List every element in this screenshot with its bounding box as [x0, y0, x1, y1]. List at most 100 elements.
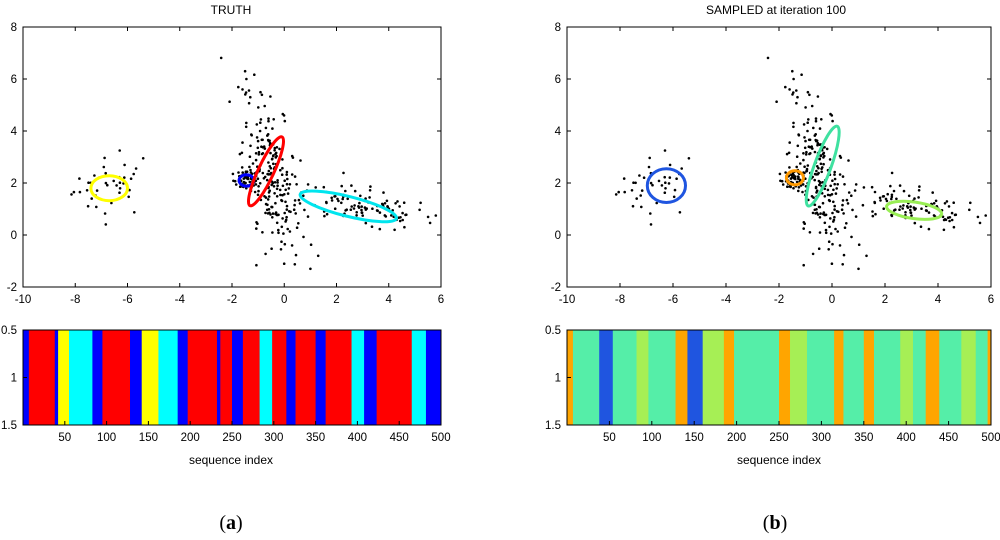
data-point: [357, 205, 360, 208]
data-point: [675, 177, 678, 180]
data-point: [134, 167, 138, 170]
data-point: [649, 223, 653, 226]
x-tick-label: -8: [70, 294, 80, 306]
sequence-segment: [843, 330, 865, 425]
data-point: [822, 151, 826, 155]
data-point: [824, 231, 828, 235]
cluster-ellipse-red: [246, 135, 286, 208]
data-point: [261, 171, 265, 175]
data-point: [264, 252, 267, 256]
data-point: [878, 196, 882, 200]
data-point: [838, 154, 842, 158]
data-point: [255, 136, 259, 139]
data-point: [885, 199, 889, 203]
data-point: [281, 193, 284, 197]
data-point: [390, 214, 393, 217]
data-point: [104, 181, 108, 185]
data-point: [261, 231, 264, 234]
data-point: [801, 183, 805, 186]
data-point: [398, 205, 401, 208]
data-point: [801, 190, 804, 194]
data-point: [823, 221, 827, 225]
data-point: [263, 147, 267, 150]
data-point: [660, 184, 664, 187]
panel-label-a: (a): [219, 512, 242, 534]
data-point: [266, 203, 269, 207]
data-point: [828, 158, 832, 161]
data-point: [648, 156, 651, 160]
sequence-ticks: 50 100 150 200 250 300 350 400 450 500 0.5 1 1.5: [545, 325, 1000, 444]
sequence-segment: [648, 330, 676, 425]
seq-x-tick-label: 100: [97, 432, 116, 444]
data-point: [78, 190, 82, 194]
data-point: [879, 199, 882, 202]
seq-y-tick-label: 0.5: [1, 325, 17, 337]
data-point: [664, 187, 667, 190]
data-point: [804, 153, 808, 156]
data-point: [766, 56, 770, 60]
data-point: [285, 170, 289, 174]
data-point: [663, 175, 666, 179]
data-point: [244, 170, 248, 173]
data-point: [806, 164, 810, 167]
sequence-segment: [232, 330, 244, 425]
sequence-segment: [675, 330, 688, 425]
data-point: [832, 188, 835, 192]
data-point: [259, 121, 262, 124]
data-point: [803, 136, 806, 139]
x-tick-label: -10: [559, 294, 576, 306]
data-point: [785, 152, 789, 156]
data-point: [854, 183, 858, 186]
sequence-segment: [141, 330, 159, 425]
data-point: [249, 168, 252, 172]
data-point: [231, 172, 235, 176]
data-point: [931, 191, 934, 194]
data-point: [816, 95, 820, 98]
data-point: [269, 151, 272, 155]
data-point: [829, 232, 833, 235]
data-point: [268, 165, 272, 168]
data-point: [827, 198, 831, 202]
data-point: [871, 214, 875, 218]
data-point: [248, 165, 251, 169]
data-point: [802, 227, 805, 230]
data-point: [819, 162, 823, 166]
data-point: [795, 155, 799, 158]
data-point: [285, 182, 289, 186]
data-point: [284, 220, 287, 223]
x-tick-label: -10: [15, 294, 32, 306]
data-point: [873, 200, 876, 204]
data-point: [796, 95, 799, 99]
data-point: [401, 218, 405, 222]
data-point: [256, 146, 260, 150]
data-point: [841, 263, 844, 266]
data-point: [345, 208, 349, 211]
seq-y-tick-label: 1: [555, 373, 561, 385]
data-point: [784, 171, 787, 174]
data-point: [350, 184, 353, 187]
data-point: [264, 211, 267, 215]
data-point: [271, 180, 274, 184]
data-point: [368, 189, 372, 192]
data-point: [242, 180, 246, 184]
data-point: [249, 144, 252, 148]
data-point: [814, 117, 818, 120]
data-point: [829, 217, 832, 220]
x-tick-label: -4: [721, 294, 732, 306]
data-point: [293, 263, 297, 266]
data-point: [788, 88, 791, 91]
data-point: [292, 208, 296, 211]
data-point: [133, 211, 136, 214]
sequence-segment: [92, 330, 103, 425]
data-point: [337, 199, 340, 203]
data-point: [842, 253, 846, 257]
data-point: [273, 192, 276, 195]
data-point: [370, 225, 374, 228]
data-point: [950, 218, 954, 222]
data-point: [673, 188, 677, 192]
data-point: [788, 141, 791, 144]
scatter-frame: [22, 26, 442, 288]
data-point: [127, 195, 130, 199]
data-point: [886, 192, 889, 196]
y-tick-label: 0: [555, 230, 561, 242]
